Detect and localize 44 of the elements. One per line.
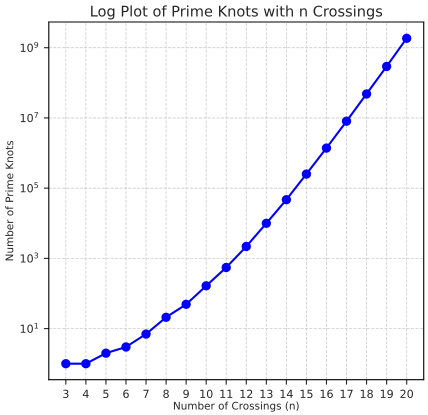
point bbox=[181, 300, 191, 310]
point bbox=[262, 218, 272, 228]
point bbox=[141, 329, 151, 339]
x-tick-label: 3 bbox=[63, 390, 68, 398]
point bbox=[362, 89, 372, 99]
point bbox=[382, 62, 392, 72]
point bbox=[81, 359, 91, 368]
point bbox=[161, 312, 171, 322]
x-tick-label: 10 bbox=[200, 390, 213, 398]
y-axis-title: Number of Prime Knots bbox=[5, 140, 14, 260]
point bbox=[61, 359, 71, 368]
x-tick-label: 6 bbox=[123, 390, 129, 398]
x-tick-label: 19 bbox=[380, 390, 393, 398]
point bbox=[402, 34, 412, 44]
x-tick-label: 18 bbox=[360, 390, 373, 398]
point bbox=[121, 342, 131, 352]
x-tick-label: 17 bbox=[340, 390, 353, 398]
y-tick-label: 10$^{5}$ bbox=[20, 182, 38, 192]
point bbox=[222, 262, 231, 272]
y-tick-label: 10$^{1}$ bbox=[20, 322, 38, 333]
point bbox=[242, 242, 251, 252]
point bbox=[282, 194, 292, 204]
point bbox=[201, 281, 211, 291]
y-tick-label: 10$^{3}$ bbox=[20, 252, 38, 263]
point bbox=[101, 348, 111, 358]
x-tick-label: 7 bbox=[143, 390, 149, 398]
x-tick-label: 11 bbox=[220, 390, 232, 398]
point bbox=[322, 143, 332, 153]
x-tick-label: 20 bbox=[400, 390, 414, 398]
y-tick-label: 10$^{7}$ bbox=[20, 112, 38, 122]
x-tick-label: 13 bbox=[260, 390, 273, 398]
point bbox=[302, 169, 312, 179]
x-tick-label: 14 bbox=[280, 390, 293, 398]
y-tick-label: 10$^{9}$ bbox=[20, 42, 38, 52]
x-tick-label: 16 bbox=[320, 390, 333, 398]
x-tick-label: 12 bbox=[240, 390, 252, 398]
chart-title: Log Plot of Prime Knots with n Crossings bbox=[91, 5, 382, 20]
point bbox=[342, 116, 352, 126]
x-tick-label: 9 bbox=[183, 390, 189, 398]
x-axis-title: Number of Crossings (n) bbox=[174, 402, 299, 412]
x-tick-label: 15 bbox=[300, 390, 313, 398]
x-tick-label: 4 bbox=[82, 390, 89, 398]
x-tick-label: 5 bbox=[103, 390, 108, 398]
x-tick-label: 8 bbox=[163, 390, 169, 398]
